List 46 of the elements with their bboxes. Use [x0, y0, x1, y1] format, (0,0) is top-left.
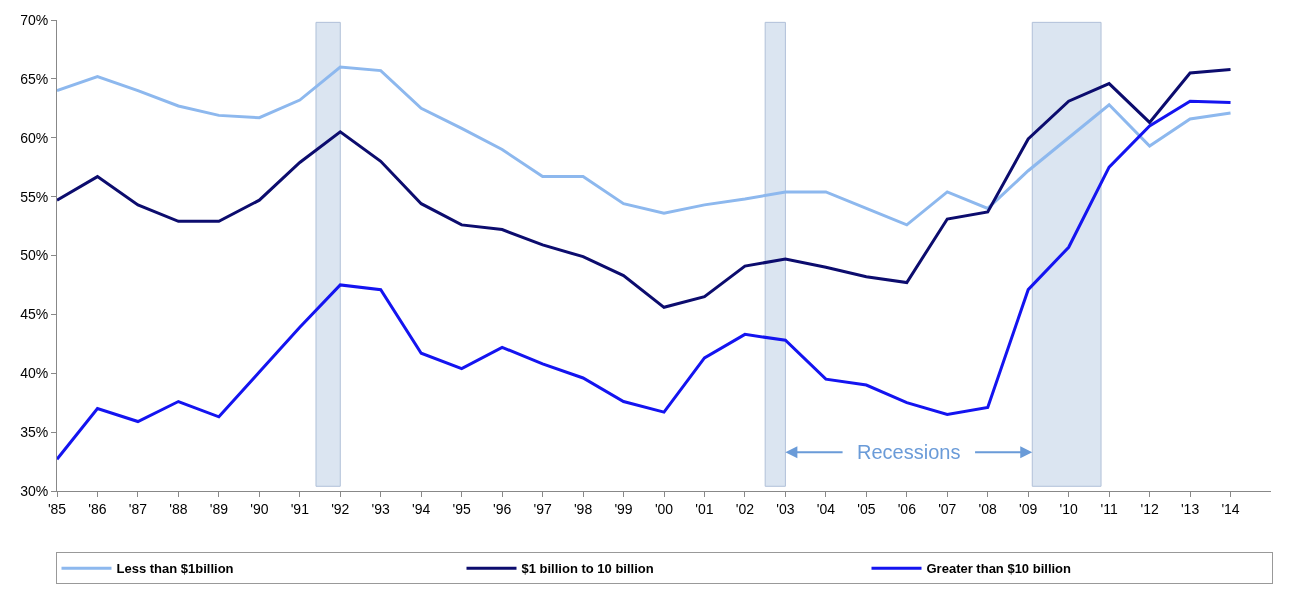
x-tick-label: '93 — [371, 500, 391, 517]
x-tick-label: '08 — [978, 500, 998, 517]
x-tick-label: '95 — [452, 500, 471, 517]
y-tick-label: 65% — [20, 70, 49, 87]
annotation: Recessions — [857, 441, 961, 463]
x-tick-label: '04 — [816, 500, 836, 517]
x-tick-label: '12 — [1140, 500, 1159, 517]
x-tick-label: '92 — [331, 500, 350, 517]
x-tick-label: '09 — [1019, 500, 1038, 517]
x-tick-label: '87 — [128, 500, 148, 517]
x-tick-label: '07 — [938, 500, 957, 517]
x-tick-label: '90 — [250, 500, 269, 517]
x-tick-label: '02 — [735, 500, 755, 517]
x-tick-label: '89 — [209, 500, 229, 517]
x-tick-label: '98 — [573, 500, 593, 517]
y-tick-label: 45% — [20, 306, 49, 323]
legend-label: $1 billion to 10 billion — [521, 561, 654, 577]
y-tick-label: 60% — [20, 129, 49, 146]
x-tick-label: '97 — [533, 500, 552, 517]
x-tick-label: '85 — [47, 500, 67, 517]
x-tick-label: '00 — [654, 500, 674, 517]
y-tick-label: 35% — [20, 424, 49, 441]
x-tick-label: '06 — [897, 500, 917, 517]
line-series — [57, 67, 1233, 309]
x-tick-label: '14 — [1221, 500, 1240, 517]
x-tick-label: '94 — [412, 500, 431, 517]
y-tick-label: 50% — [20, 247, 49, 264]
x-tick-label: '01 — [695, 500, 714, 517]
line-series — [57, 99, 1233, 461]
legend-label: Less than $1billion — [116, 561, 234, 577]
x-tick-label: '03 — [776, 500, 795, 517]
x-tick-label: '10 — [1059, 500, 1078, 517]
y-tick-label: 70% — [20, 11, 49, 28]
x-tick-label: '91 — [290, 500, 310, 517]
legend-label: Greater than $10 billion — [926, 561, 1072, 577]
x-tick-label: '05 — [857, 500, 876, 517]
y-tick-label: 40% — [20, 365, 49, 382]
y-tick-label: 55% — [20, 188, 49, 205]
y-tick-label: 30% — [20, 482, 49, 499]
x-tick-label: '13 — [1180, 500, 1200, 517]
line-series — [57, 65, 1233, 227]
x-tick-label: '96 — [493, 500, 512, 517]
x-tick-label: '88 — [169, 500, 188, 517]
x-tick-label: '11 — [1100, 500, 1118, 517]
x-tick-label: '86 — [88, 500, 107, 517]
x-tick-label: '99 — [614, 500, 633, 517]
